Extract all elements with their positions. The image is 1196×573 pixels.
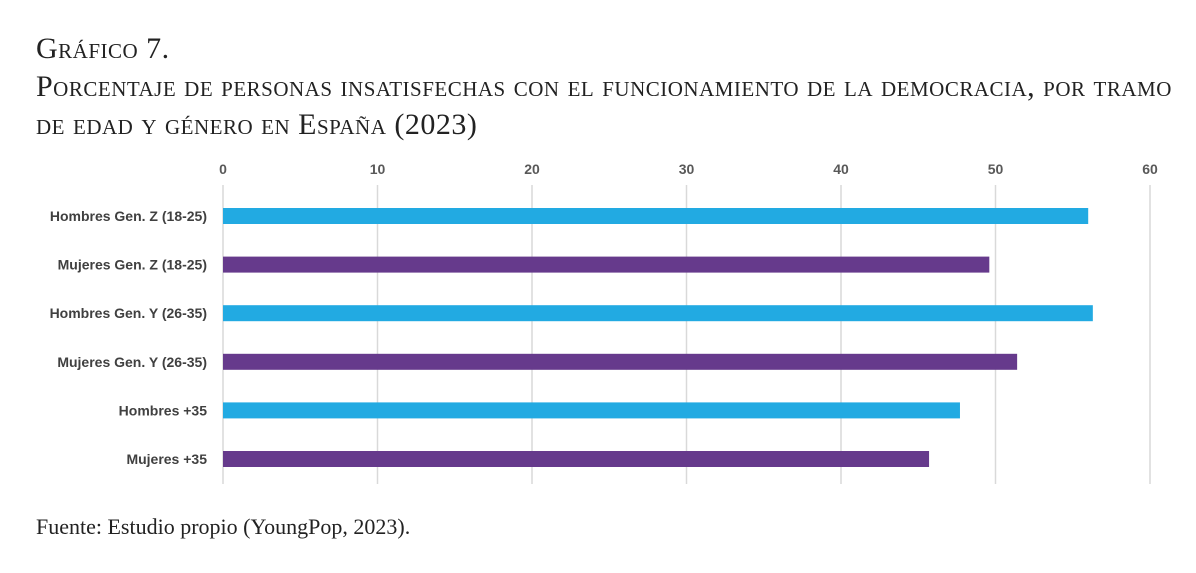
bar <box>223 451 930 467</box>
category-label: Hombres +35 <box>119 402 208 418</box>
x-tick-label: 50 <box>988 161 1004 177</box>
category-label: Mujeres +35 <box>126 451 207 467</box>
category-label: Mujeres Gen. Y (26-35) <box>57 354 207 370</box>
bar <box>223 353 1018 370</box>
x-tick-label: 0 <box>219 161 227 177</box>
figure-label: Gráfico 7. <box>36 32 170 65</box>
x-tick-label: 10 <box>370 161 386 177</box>
x-tick-label: 30 <box>679 161 695 177</box>
bar <box>223 305 1093 322</box>
category-label: Hombres Gen. Z (18-25) <box>50 208 207 224</box>
bar <box>223 256 990 273</box>
chart-title: Porcentaje de personas insatisfechas con… <box>36 70 1172 141</box>
bar <box>223 402 960 419</box>
category-label: Mujeres Gen. Z (18-25) <box>58 257 207 273</box>
x-tick-label: 60 <box>1142 161 1158 177</box>
category-label: Hombres Gen. Y (26-35) <box>50 305 207 321</box>
bar <box>223 208 1089 224</box>
source-note: Fuente: Estudio propio (YoungPop, 2023). <box>36 514 411 539</box>
x-tick-label: 40 <box>833 161 849 177</box>
x-tick-label: 20 <box>524 161 540 177</box>
